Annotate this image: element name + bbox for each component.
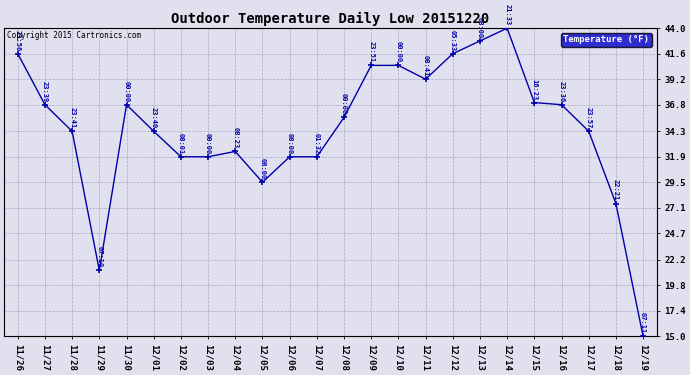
Text: 23:40: 23:40	[150, 107, 157, 129]
Text: 08:01: 08:01	[178, 133, 184, 154]
Text: 01:32: 01:32	[314, 133, 320, 154]
Text: 22:21: 22:21	[613, 180, 619, 201]
Text: 23:36: 23:36	[558, 81, 564, 102]
Text: 08:00: 08:00	[286, 133, 293, 154]
Title: Outdoor Temperature Daily Low 20151220: Outdoor Temperature Daily Low 20151220	[171, 12, 490, 26]
Text: 05:33: 05:33	[450, 30, 456, 51]
Legend: Temperature (°F): Temperature (°F)	[561, 33, 652, 47]
Text: 21:33: 21:33	[504, 4, 510, 26]
Text: 08:00: 08:00	[477, 17, 483, 38]
Text: 00:00: 00:00	[205, 133, 211, 154]
Text: 00:00: 00:00	[395, 41, 402, 63]
Text: 08:23: 08:23	[233, 128, 238, 148]
Text: 23:41: 23:41	[69, 107, 75, 129]
Text: 23:56: 23:56	[14, 30, 21, 51]
Text: 23:39: 23:39	[42, 81, 48, 102]
Text: 07:10: 07:10	[97, 246, 102, 268]
Text: Copyright 2015 Cartronics.com: Copyright 2015 Cartronics.com	[8, 31, 141, 40]
Text: 23:57: 23:57	[586, 107, 592, 129]
Text: 07:11: 07:11	[640, 312, 646, 333]
Text: 16:23: 16:23	[531, 78, 538, 100]
Text: 08:41: 08:41	[422, 55, 428, 76]
Text: 23:51: 23:51	[368, 41, 374, 63]
Text: 00:00: 00:00	[124, 81, 130, 102]
Text: 08:00: 08:00	[259, 158, 266, 180]
Text: 00:00: 00:00	[341, 93, 347, 115]
